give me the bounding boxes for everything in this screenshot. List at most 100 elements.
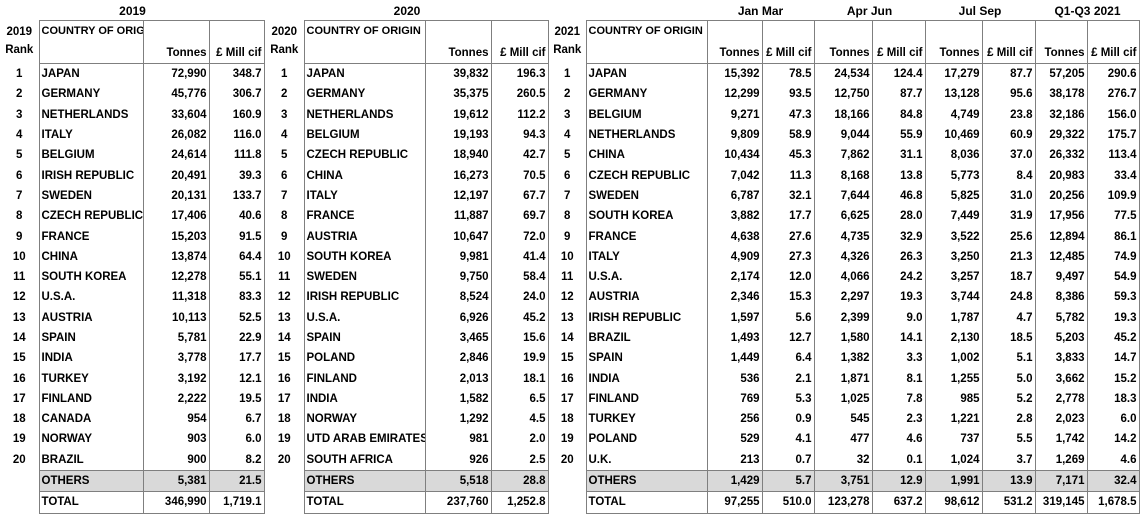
rank-cell: 1 xyxy=(564,67,571,80)
mill-cell: 12.7 xyxy=(761,327,815,349)
country-cell: ITALY xyxy=(585,246,708,267)
tonnes-cell: 8,524 xyxy=(424,287,492,308)
mill-cell: 37.0 xyxy=(981,145,1036,166)
rank-cell: 20 xyxy=(560,454,574,467)
country-cell: AUSTRIA xyxy=(38,307,144,328)
rank-cell: 12 xyxy=(560,291,574,304)
country-cell: POLAND xyxy=(585,429,708,450)
tonnes-cell: 2,023 xyxy=(1034,409,1088,430)
mill-cell: 306.7 xyxy=(208,84,265,105)
mill-cell: 276.7 xyxy=(1086,84,1140,105)
tonnes-cell: 8,386 xyxy=(1034,287,1088,308)
tonnes-cell: 2,174 xyxy=(706,266,763,288)
country-cell: FINLAND xyxy=(303,368,426,389)
table-row: 1 JAPAN 15,392 78.5 24,534 124.4 17,279 87.7 57,… xyxy=(549,63,1140,85)
mill-cell: 6.0 xyxy=(1086,409,1140,430)
country-cell: BRAZIL xyxy=(38,449,144,471)
mill-cell: 32.9 xyxy=(871,226,926,247)
total-label: TOTAL xyxy=(303,491,426,514)
rank-cell: 16 xyxy=(12,372,26,385)
table-row: 4 BELGIUM 19,193 94.3 xyxy=(265,124,549,146)
mill-cell: 8.4 xyxy=(981,165,1036,186)
table-row: 12 U.S.A. 11,318 83.3 xyxy=(0,287,265,308)
tonnes-cell: 1,580 xyxy=(813,327,873,349)
table-row: 2 GERMANY 45,776 306.7 xyxy=(0,84,265,105)
country-cell: U.K. xyxy=(585,449,708,471)
rank-cell: 11 xyxy=(561,271,574,284)
tonnes-header: Tonnes xyxy=(1034,20,1088,64)
table-row: 8 CZECH REPUBLIC 17,406 40.6 xyxy=(0,206,265,227)
tonnes-cell: 10,469 xyxy=(924,124,983,146)
mill-cell: 113.4 xyxy=(1086,145,1140,166)
rank-cell: 1 xyxy=(16,67,23,80)
tonnes-cell: 2,346 xyxy=(706,287,763,308)
table-row: 16 INDIA 536 2.1 1,871 8.1 1,255 5.0 3,662 15.2 xyxy=(549,368,1140,389)
mill-cell: 93.5 xyxy=(761,84,815,105)
mill-cell: 84.8 xyxy=(871,104,926,125)
mill-cell: 19.5 xyxy=(208,388,265,410)
tonnes-cell: 3,882 xyxy=(706,206,763,227)
tonnes-cell: 346,990 xyxy=(142,491,210,514)
table-2020: 2020 Rank COUNTRY OF ORIGIN Tonnes £ Mill ci… xyxy=(265,20,549,514)
mill-cell: 67.7 xyxy=(490,185,549,207)
tonnes-cell: 5,203 xyxy=(1034,327,1088,349)
mill-cell: 32.4 xyxy=(1086,469,1140,493)
country-cell: FINLAND xyxy=(38,388,144,410)
tonnes-cell: 12,894 xyxy=(1034,226,1088,247)
mill-cell: 64.4 xyxy=(208,246,265,267)
mill-cell: 55.9 xyxy=(871,124,926,146)
rank-cell: 19 xyxy=(277,433,291,446)
country-cell: FRANCE xyxy=(303,206,426,227)
mill-cell: 637.2 xyxy=(871,491,926,514)
tonnes-cell: 1,742 xyxy=(1034,429,1088,450)
tonnes-cell: 1,429 xyxy=(706,469,763,493)
table-row: 14 SPAIN 5,781 22.9 xyxy=(0,327,265,349)
rank-cell: 13 xyxy=(12,311,26,324)
tonnes-cell: 3,250 xyxy=(924,246,983,267)
mill-cell: 6.5 xyxy=(490,388,549,410)
mill-cell: 1,252.8 xyxy=(490,491,549,514)
table-row: 14 BRAZIL 1,493 12.7 1,580 14.1 2,130 18.5 5,203… xyxy=(549,327,1140,349)
rank-cell: 6 xyxy=(16,169,23,182)
country-cell: POLAND xyxy=(303,348,426,369)
table-row: 9 FRANCE 4,638 27.6 4,735 32.9 3,522 25.6 12,894… xyxy=(549,226,1140,247)
tonnes-cell: 1,221 xyxy=(924,409,983,430)
total-row: TOTAL 346,990 1,719.1 xyxy=(0,491,265,514)
country-header: COUNTRY OF ORIGIN xyxy=(303,20,426,64)
mill-cell: 5.7 xyxy=(761,469,815,493)
tonnes-cell: 19,193 xyxy=(424,124,492,146)
tonnes-cell: 32,186 xyxy=(1034,104,1088,125)
mill-cell: 31.1 xyxy=(871,145,926,166)
rank-cell: 14 xyxy=(12,332,26,344)
tonnes-cell: 20,256 xyxy=(1034,185,1088,207)
tonnes-cell: 7,042 xyxy=(706,165,763,186)
table-row: 19 POLAND 529 4.1 477 4.6 737 5.5 1,742 14.2 xyxy=(549,429,1140,450)
tonnes-cell: 2,778 xyxy=(1034,388,1088,410)
mill-cell: 12.0 xyxy=(761,266,815,288)
others-label: OTHERS xyxy=(38,469,144,493)
mill-cell: 74.9 xyxy=(1086,246,1140,267)
rank-cell: 19 xyxy=(12,433,26,446)
country-cell: BELGIUM xyxy=(303,124,426,146)
table-row: 18 CANADA 954 6.7 xyxy=(0,409,265,430)
tonnes-cell: 20,131 xyxy=(142,185,210,207)
rank-cell: 10 xyxy=(277,250,291,263)
tonnes-cell: 10,647 xyxy=(424,226,492,247)
rank-cell: 18 xyxy=(12,413,26,426)
mill-cell: 21.5 xyxy=(208,469,265,493)
mill-cell: 52.5 xyxy=(208,307,265,328)
mill-cell: 5.6 xyxy=(761,307,815,328)
table-row: 4 NETHERLANDS 9,809 58.9 9,044 55.9 10,469 60.9… xyxy=(549,124,1140,146)
tonnes-cell: 29,322 xyxy=(1034,124,1088,146)
tonnes-cell: 8,168 xyxy=(813,165,873,186)
year-label: 2019 xyxy=(6,25,33,38)
tonnes-cell: 20,491 xyxy=(142,165,210,186)
tonnes-cell: 10,434 xyxy=(706,145,763,166)
tonnes-cell: 5,381 xyxy=(142,469,210,493)
rank-cell: 4 xyxy=(564,129,571,142)
rank-cell: 9 xyxy=(281,230,288,243)
country-cell: U.S.A. xyxy=(585,266,708,288)
rank-header: 2021 Rank xyxy=(549,21,586,64)
tonnes-cell: 19,612 xyxy=(424,104,492,125)
mill-cell: 45.2 xyxy=(490,307,549,328)
